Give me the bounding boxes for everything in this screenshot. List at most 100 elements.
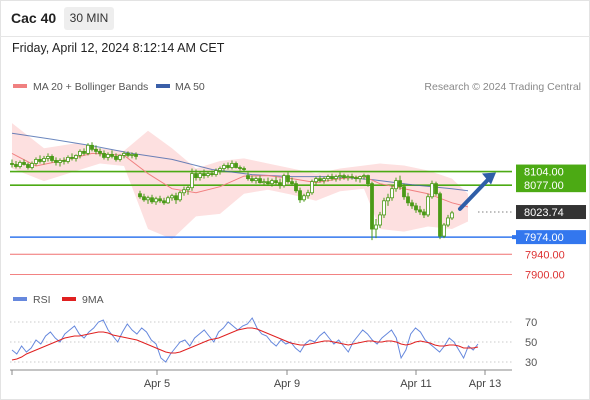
support-marker xyxy=(512,235,516,240)
candle-body xyxy=(430,183,434,198)
rsi-legend-swatch xyxy=(13,297,27,301)
resistance-label-2: 8077.00 xyxy=(524,180,564,192)
time-axis-label: Apr 11 xyxy=(400,378,432,390)
candle-body xyxy=(30,163,34,168)
candle-body xyxy=(266,181,270,185)
candle-body xyxy=(78,150,82,156)
candle-body xyxy=(426,196,430,216)
candle-body xyxy=(390,188,394,199)
candle-body xyxy=(18,162,22,167)
candle-body xyxy=(122,152,126,156)
rsi-tick-label: 70 xyxy=(525,317,537,329)
candle-body xyxy=(410,202,414,207)
candle-body xyxy=(14,164,18,167)
forecast-arrow-shaft xyxy=(458,175,492,211)
candle-body xyxy=(42,158,46,162)
candle-body xyxy=(274,180,278,184)
candle-body xyxy=(90,144,94,150)
resistance-label-1: 8104.00 xyxy=(524,167,564,179)
candle-body xyxy=(330,176,334,180)
candle-body xyxy=(310,181,314,194)
credit-text: Research © 2024 Trading Central xyxy=(424,81,581,93)
candle-body xyxy=(166,197,170,204)
candle-body xyxy=(434,183,438,195)
last-price-label: 8023.74 xyxy=(524,207,564,219)
candle-body xyxy=(22,162,26,165)
candle-body xyxy=(194,173,198,178)
candle-body xyxy=(422,211,426,216)
candle-body xyxy=(350,176,354,179)
ma20-legend-swatch xyxy=(13,84,27,88)
candle-body xyxy=(338,175,342,177)
candle-body xyxy=(58,160,62,163)
candle-body xyxy=(74,155,78,159)
ma20-legend-label: MA 20 + Bollinger Bands xyxy=(33,81,148,93)
candle-body xyxy=(450,212,454,219)
support-label-1-bg xyxy=(516,230,586,245)
last-price-label-bg xyxy=(516,205,586,220)
candle-body xyxy=(94,148,98,152)
candle-body xyxy=(118,155,122,160)
candle-body xyxy=(174,195,178,201)
candle-body xyxy=(214,170,218,175)
time-axis-label: Apr 13 xyxy=(469,378,501,390)
candle-body xyxy=(222,165,226,169)
rsi-legend-label: RSI xyxy=(33,294,51,306)
candle-body xyxy=(102,152,106,158)
interval-button[interactable]: 30 MIN xyxy=(64,7,114,30)
candle-body xyxy=(362,175,366,177)
support-label-1: 7974.00 xyxy=(524,232,564,244)
candle-body xyxy=(254,178,258,182)
candle-body xyxy=(402,186,406,198)
candle-body xyxy=(298,190,302,201)
candle-body xyxy=(246,175,250,180)
candle-body xyxy=(366,175,370,185)
candle-body xyxy=(378,214,382,226)
candle-body xyxy=(242,168,246,170)
candle-body xyxy=(134,153,138,157)
candle-body xyxy=(142,196,146,201)
candle-body xyxy=(442,224,446,237)
candle-body xyxy=(306,192,310,197)
candle-body xyxy=(438,193,442,237)
candle-body xyxy=(210,173,214,175)
candle-body xyxy=(50,156,54,161)
rsi-ma-line xyxy=(11,327,479,361)
resistance-label-2-bg xyxy=(516,178,586,193)
candle-body xyxy=(334,176,338,180)
ma50-legend-swatch xyxy=(156,84,170,88)
candle-body xyxy=(226,165,230,168)
target-label-1: 7940.00 xyxy=(525,249,565,261)
candle-body xyxy=(358,176,362,180)
candle-body xyxy=(370,183,374,230)
candle-body xyxy=(202,173,206,176)
candle-body xyxy=(326,176,330,180)
timestamp: Friday, April 12, 2024 8:12:14 AM CET xyxy=(12,41,225,55)
candle-body xyxy=(62,160,66,162)
candle-body xyxy=(398,180,402,188)
forecast-arrow-head xyxy=(482,172,496,185)
candle-body xyxy=(294,183,298,192)
candle-body xyxy=(34,159,38,164)
target-label-2: 7900.00 xyxy=(525,269,565,281)
rsi-ma-legend-label: 9MA xyxy=(82,294,104,306)
candle-body xyxy=(302,195,306,201)
candle-body xyxy=(314,178,318,183)
candle-body xyxy=(446,217,450,226)
ma50-legend-label: MA 50 xyxy=(175,81,205,93)
candle-body xyxy=(270,180,274,185)
candle-body xyxy=(110,153,114,157)
candle-body xyxy=(282,175,286,187)
candle-body xyxy=(318,178,322,182)
instrument-name: Cac 40 xyxy=(11,10,57,26)
rsi-tick-label: 50 xyxy=(525,337,537,349)
rsi-ma-legend-swatch xyxy=(62,297,76,301)
candle-body xyxy=(26,164,30,168)
candle-body xyxy=(418,209,422,213)
candle-body xyxy=(126,152,130,156)
candle-body xyxy=(86,144,90,154)
candle-body xyxy=(198,173,202,178)
candle-body xyxy=(386,197,390,202)
candle-body xyxy=(66,157,70,162)
